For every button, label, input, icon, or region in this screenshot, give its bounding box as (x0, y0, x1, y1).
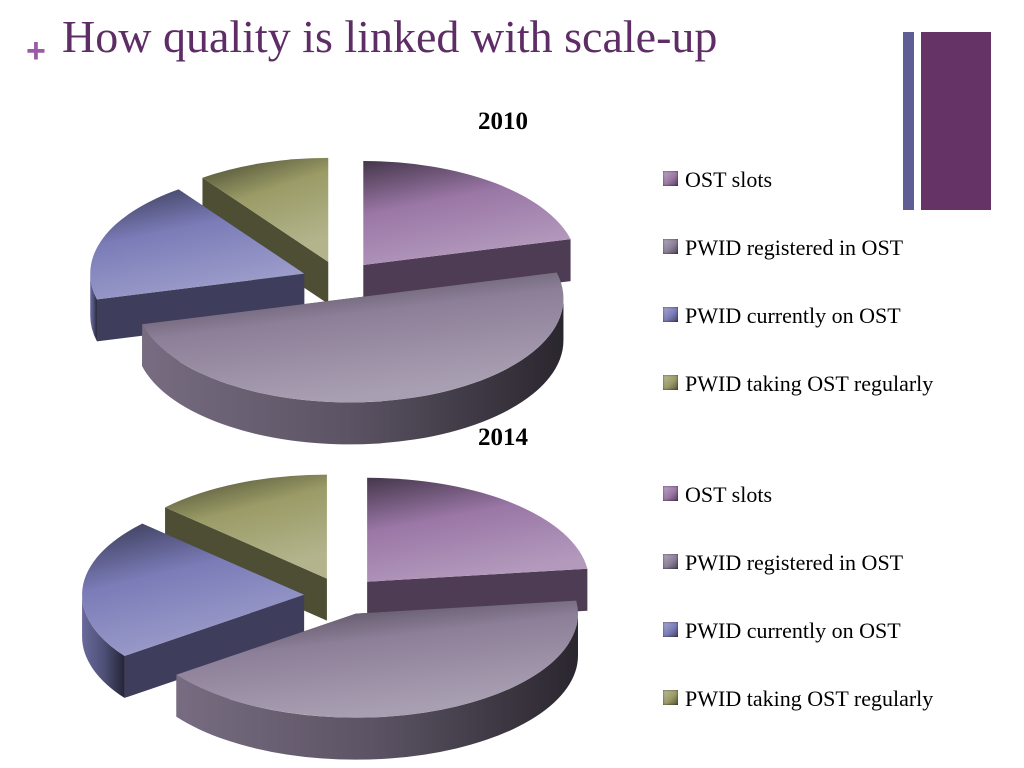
legend-item: PWID taking OST regularly (663, 684, 970, 714)
pie-slice-wall (90, 273, 97, 342)
legend-swatch (663, 486, 678, 501)
legend-label: PWID taking OST regularly (685, 371, 934, 396)
plus-icon: + (26, 32, 46, 70)
legend-item: PWID registered in OST (663, 548, 970, 578)
legend-label: PWID currently on OST (685, 618, 901, 643)
legend-swatch (663, 690, 678, 705)
pie-slice-top (90, 189, 305, 300)
pie-slice (176, 600, 578, 760)
legend-label: PWID registered in OST (685, 235, 904, 260)
legend-label: PWID registered in OST (685, 550, 904, 575)
pie-slice-face (124, 594, 305, 698)
pie-slice-top (202, 157, 329, 262)
legend-swatch (663, 375, 678, 390)
pie-slice-top (82, 523, 305, 656)
legend-swatch (663, 239, 678, 254)
legend-label: OST slots (685, 482, 773, 507)
legend-item: OST slots (663, 165, 970, 195)
legend-item: PWID currently on OST (663, 616, 970, 646)
chart-title-2010: 2010 (478, 108, 528, 135)
pie-slice (367, 477, 588, 624)
pie-slice-top (367, 477, 588, 582)
pie-slice (142, 272, 564, 445)
legend-label: PWID taking OST regularly (685, 686, 934, 711)
legend-label: PWID currently on OST (685, 303, 901, 328)
pie-slice (82, 523, 305, 698)
pie-slice-face (363, 239, 571, 307)
pie-slice-top (142, 272, 564, 403)
accent-bar-thick (921, 32, 991, 210)
legend-swatch (663, 171, 678, 186)
legend-item: PWID registered in OST (663, 233, 970, 263)
pie-slice (363, 160, 571, 307)
legend-item: PWID taking OST regularly (663, 369, 970, 399)
pie-2010 (90, 157, 571, 445)
pie-slice-wall (142, 298, 564, 445)
legend-label: OST slots (685, 167, 773, 192)
pie-2014 (82, 474, 588, 760)
pie-slice-top (165, 474, 327, 579)
legend-swatch (663, 307, 678, 322)
pie-slice-top (176, 600, 578, 718)
slide-title: How quality is linked with scale-up (62, 11, 718, 62)
legend-swatch (663, 622, 678, 637)
pie-slice-wall (82, 594, 125, 698)
pie-slice-wall (176, 613, 578, 760)
chart-title-2014: 2014 (478, 424, 528, 451)
pie-slice-top (363, 160, 571, 265)
legend-swatch (663, 554, 678, 569)
legend-item: PWID currently on OST (663, 301, 970, 331)
legend-item: OST slots (663, 480, 970, 510)
accent-bar-thin (903, 32, 914, 210)
